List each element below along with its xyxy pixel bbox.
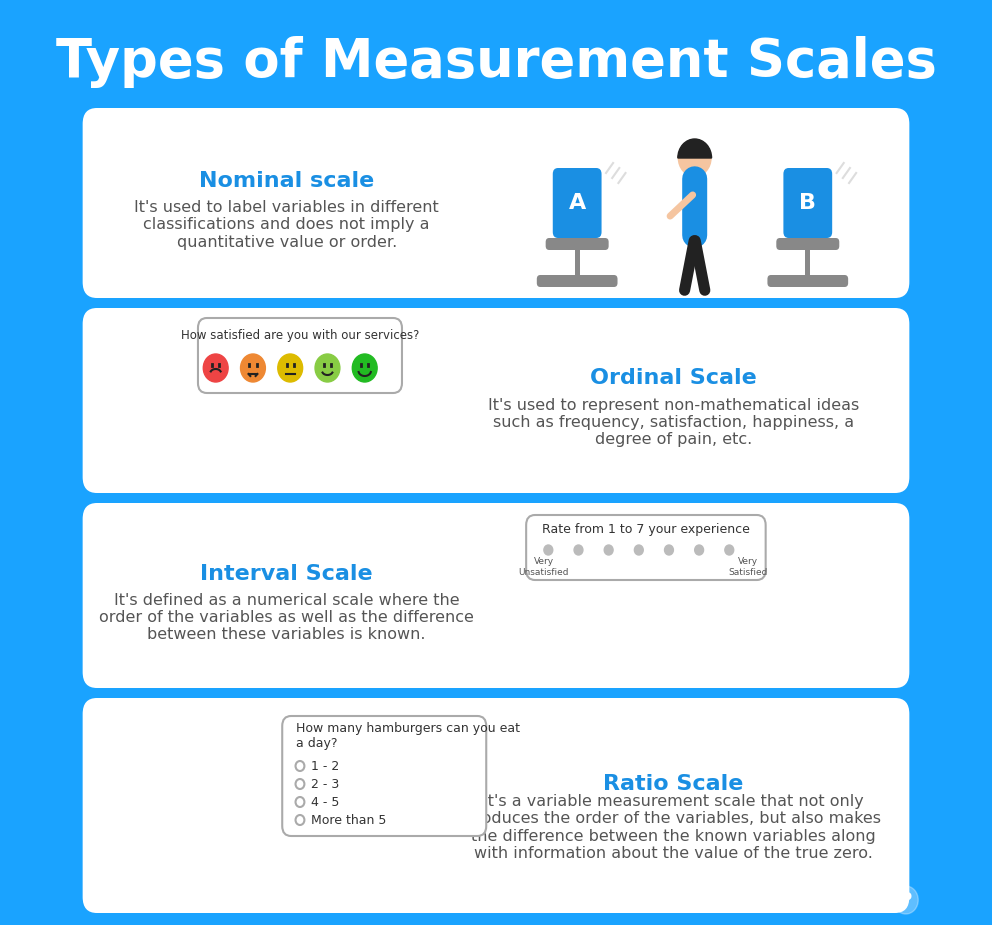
Text: 1 - 2: 1 - 2 [310,759,339,772]
Wedge shape [678,139,711,158]
Circle shape [679,140,710,176]
Text: Very
Satisfied: Very Satisfied [728,557,768,576]
FancyBboxPatch shape [82,698,910,913]
Bar [806,250,810,275]
Circle shape [894,886,919,914]
FancyBboxPatch shape [82,308,910,493]
Text: It's a variable measurement scale that not only
produces the order of the variab: It's a variable measurement scale that n… [465,794,882,861]
Circle shape [203,354,228,382]
Text: Nominal scale: Nominal scale [199,171,374,191]
FancyArrowPatch shape [695,240,704,290]
Text: It's defined as a numerical scale where the
order of the variables as well as th: It's defined as a numerical scale where … [99,593,474,642]
Circle shape [544,545,553,555]
Text: Types of Measurement Scales: Types of Measurement Scales [56,36,936,88]
Text: It's used to represent non-mathematical ideas
such as frequency, satisfaction, h: It's used to represent non-mathematical … [488,398,859,448]
Circle shape [634,545,643,555]
Text: More than 5: More than 5 [310,813,386,827]
Text: Ratio Scale: Ratio Scale [603,773,744,794]
Circle shape [278,354,303,382]
Circle shape [694,545,703,555]
Text: How satisfied are you with our services?: How satisfied are you with our services? [181,329,420,342]
FancyArrowPatch shape [671,195,692,216]
Circle shape [352,354,377,382]
Circle shape [240,354,266,382]
Text: A: A [568,193,586,213]
FancyBboxPatch shape [784,168,832,238]
Circle shape [604,545,613,555]
Text: 2 - 3: 2 - 3 [310,778,339,791]
Text: Ordinal Scale: Ordinal Scale [590,368,757,388]
Text: Very
Unsatisfied: Very Unsatisfied [519,557,569,576]
Text: P: P [900,891,912,909]
Text: How many hamburgers can you eat
a day?: How many hamburgers can you eat a day? [296,722,520,750]
Circle shape [725,545,734,555]
Circle shape [315,354,340,382]
FancyBboxPatch shape [526,515,766,580]
Text: Rate from 1 to 7 your experience: Rate from 1 to 7 your experience [542,524,750,536]
Text: It's used to label variables in different
classifications and does not imply a
q: It's used to label variables in differen… [134,200,439,250]
FancyBboxPatch shape [768,275,848,287]
Bar [574,250,579,275]
FancyBboxPatch shape [777,238,839,250]
FancyBboxPatch shape [553,168,601,238]
FancyBboxPatch shape [283,716,486,836]
FancyBboxPatch shape [546,238,609,250]
FancyBboxPatch shape [537,275,618,287]
Circle shape [665,545,674,555]
FancyBboxPatch shape [82,503,910,688]
Text: 4 - 5: 4 - 5 [310,796,339,808]
Circle shape [574,545,583,555]
Text: Interval Scale: Interval Scale [200,563,373,584]
FancyBboxPatch shape [82,108,910,298]
FancyArrowPatch shape [684,240,694,290]
Text: B: B [800,193,816,213]
FancyBboxPatch shape [198,318,402,393]
